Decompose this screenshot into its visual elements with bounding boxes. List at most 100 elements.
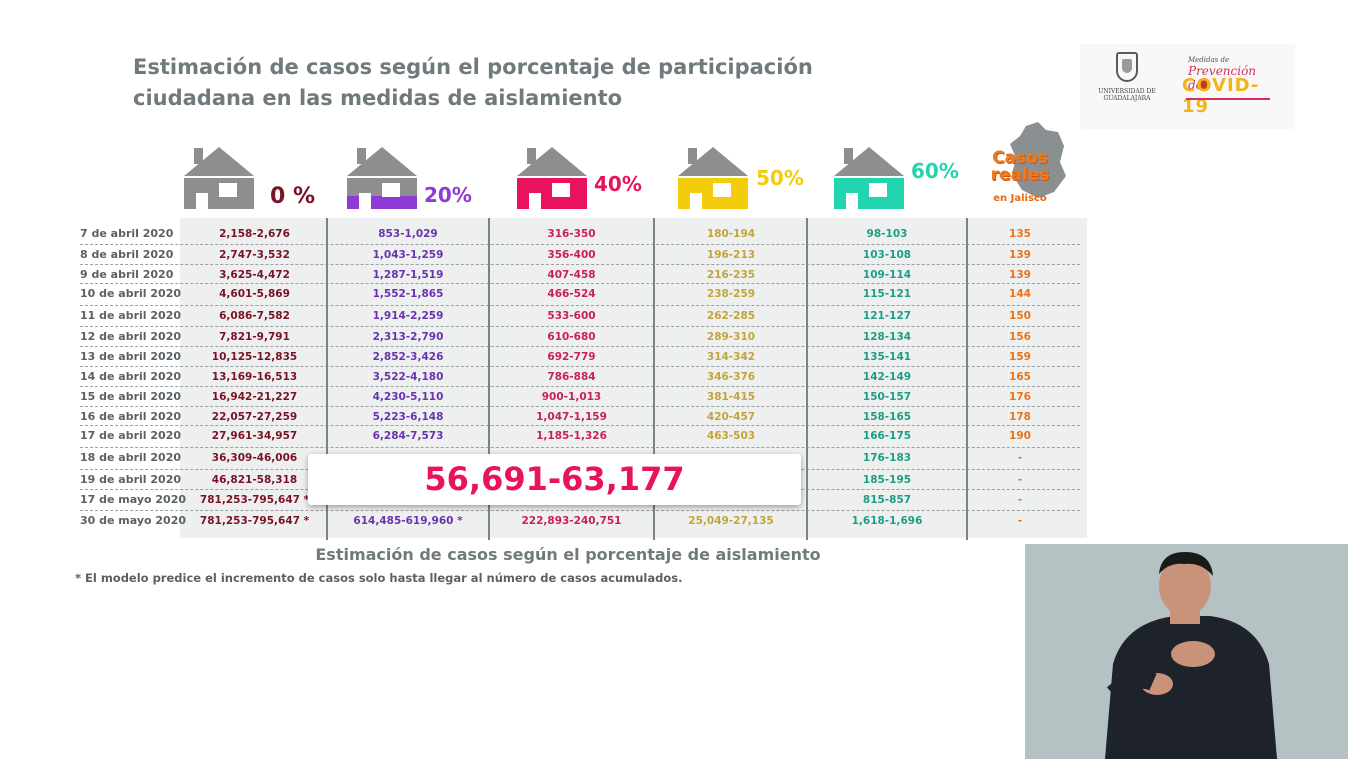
cell-0-pct: 781,253-795,647 * (199, 515, 310, 527)
cell-20-pct: 6,284-7,573 (372, 430, 444, 442)
cell-casos-reales: 144 (1009, 288, 1031, 300)
cell-casos-reales: 190 (1009, 430, 1031, 442)
cell-60-pct: 185-195 (862, 474, 912, 486)
row-date: 11 de abril 2020 (80, 309, 182, 322)
row-separator (80, 386, 1080, 387)
house-icon-40 (515, 146, 589, 210)
cell-40-pct: 533-600 (547, 310, 596, 322)
cell-60-pct: 1,618-1,696 (851, 515, 923, 527)
row-separator (80, 244, 1080, 245)
cell-0-pct: 10,125-12,835 (211, 351, 298, 363)
virus-icon (1198, 78, 1210, 90)
cell-20-pct: 5,223-6,148 (372, 411, 444, 423)
cell-20-pct: 853-1,029 (378, 228, 438, 240)
column-divider (488, 218, 490, 540)
row-date: 17 de mayo 2020 (80, 493, 187, 506)
column-divider (653, 218, 655, 540)
covid-logo-small: Medidas de (1188, 56, 1230, 64)
cell-50-pct: 25,049-27,135 (688, 515, 774, 527)
cell-20-pct: 1,287-1,519 (372, 269, 444, 281)
cell-casos-reales: - (1017, 494, 1023, 506)
cell-40-pct: 356-400 (547, 249, 596, 261)
cell-50-pct: 381-415 (706, 391, 756, 403)
casos-reales-line2: reales (990, 165, 1050, 185)
covid-logo: Medidas de Prevención del COVID-19 (1178, 56, 1278, 117)
row-date: 8 de abril 2020 (80, 248, 174, 261)
column-divider (806, 218, 808, 540)
row-date: 10 de abril 2020 (80, 287, 182, 300)
cell-casos-reales: 165 (1009, 371, 1031, 383)
cell-0-pct: 6,086-7,582 (219, 310, 290, 322)
row-separator (80, 510, 1080, 511)
cell-casos-reales: - (1017, 515, 1023, 527)
cell-0-pct: 46,821-58,318 (211, 474, 298, 486)
cell-20-pct: 614,485-619,960 * (353, 515, 463, 527)
row-separator (80, 447, 1080, 448)
row-separator (80, 305, 1080, 306)
cell-60-pct: 115-121 (862, 288, 912, 300)
cell-50-pct: 289-310 (706, 331, 756, 343)
cell-20-pct: 1,043-1,259 (372, 249, 444, 261)
cell-40-pct: 900-1,013 (541, 391, 602, 403)
cell-40-pct: 466-524 (547, 288, 596, 300)
interpreter-figure (1025, 544, 1348, 759)
cell-0-pct: 13,169-16,513 (211, 371, 298, 383)
row-date: 15 de abril 2020 (80, 390, 182, 403)
cell-50-pct: 463-503 (706, 430, 756, 442)
logos-panel: UNIVERSIDAD DE GUADALAJARA Medidas de Pr… (1080, 44, 1295, 129)
cell-0-pct: 27,961-34,957 (211, 430, 298, 442)
cell-40-pct: 407-458 (547, 269, 596, 281)
row-separator (80, 283, 1080, 284)
cell-casos-reales: 135 (1009, 228, 1031, 240)
cell-casos-reales: 139 (1009, 269, 1031, 281)
cell-60-pct: 158-165 (862, 411, 912, 423)
cell-50-pct: 420-457 (706, 411, 756, 423)
cell-40-pct: 692-779 (547, 351, 596, 363)
cell-60-pct: 176-183 (862, 452, 912, 464)
cell-20-pct: 2,852-3,426 (372, 351, 444, 363)
row-date: 12 de abril 2020 (80, 330, 182, 343)
covid-logo-underline (1186, 98, 1270, 100)
row-date: 14 de abril 2020 (80, 370, 182, 383)
pct-label-20: 20% (424, 183, 472, 207)
cell-20-pct: 3,522-4,180 (372, 371, 444, 383)
cell-casos-reales: 156 (1009, 331, 1031, 343)
cell-50-pct: 314-342 (706, 351, 756, 363)
cell-20-pct: 1,552-1,865 (372, 288, 444, 300)
cell-50-pct: 238-259 (706, 288, 756, 300)
column-divider (966, 218, 968, 540)
row-date: 30 de mayo 2020 (80, 514, 187, 527)
cell-casos-reales: 150 (1009, 310, 1031, 322)
slide-title: Estimación de casos según el porcentaje … (133, 52, 893, 114)
row-date: 18 de abril 2020 (80, 451, 182, 464)
slide-title-line2: ciudadana en las medidas de aislamiento (133, 86, 623, 110)
cell-50-pct: 180-194 (706, 228, 756, 240)
cell-60-pct: 815-857 (862, 494, 912, 506)
cell-60-pct: 135-141 (862, 351, 912, 363)
house-icon-20 (345, 146, 419, 210)
cell-60-pct: 150-157 (862, 391, 912, 403)
cell-0-pct: 22,057-27,259 (211, 411, 298, 423)
cell-60-pct: 128-134 (862, 331, 912, 343)
cell-casos-reales: - (1017, 452, 1023, 464)
cell-40-pct: 1,185-1,326 (536, 430, 607, 442)
cell-0-pct: 2,747-3,532 (219, 249, 290, 261)
row-date: 16 de abril 2020 (80, 410, 182, 423)
cell-0-pct: 16,942-21,227 (211, 391, 298, 403)
column-divider (326, 218, 328, 540)
row-date: 13 de abril 2020 (80, 350, 182, 363)
slide-title-line1: Estimación de casos según el porcentaje … (133, 55, 813, 79)
pct-label-50: 50% (756, 166, 804, 190)
cell-20-pct: 2,313-2,790 (372, 331, 444, 343)
row-separator (80, 425, 1080, 426)
house-icon-0 (182, 146, 256, 210)
cell-0-pct: 3,625-4,472 (219, 269, 290, 281)
pct-label-40: 40% (594, 172, 642, 196)
cell-0-pct: 2,158-2,676 (219, 228, 290, 240)
pct-label-0: 0 % (270, 184, 316, 209)
row-date: 7 de abril 2020 (80, 227, 174, 240)
casos-reales-title: Casos reales (980, 150, 1060, 184)
row-separator (80, 406, 1080, 407)
table-caption: Estimación de casos según el porcentaje … (315, 545, 821, 564)
cell-60-pct: 121-127 (862, 310, 912, 322)
